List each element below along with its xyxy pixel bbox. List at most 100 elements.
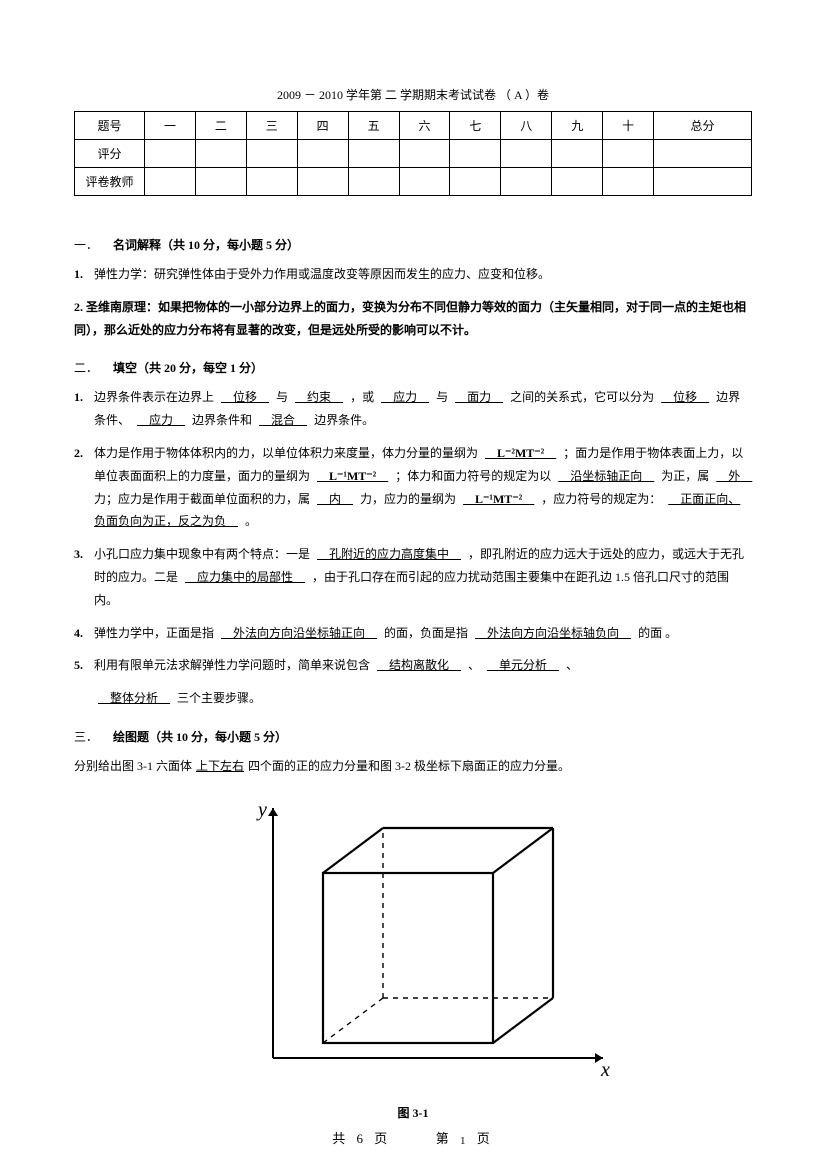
section-3-heading: 三． 绘图题（共 10 分，每小题 5 分）: [74, 728, 752, 745]
t: 力；应力是作用于截面单位面积的力，属: [94, 492, 310, 506]
t: 、: [566, 658, 578, 672]
section-num: 三．: [74, 730, 98, 744]
figure-3-1: y x 图 3-1: [74, 798, 752, 1121]
cell: 五: [348, 112, 399, 140]
q2-4: 4. 弹性力学中，正面是指 外法向方向沿坐标轴正向 的面，负面是指 外法向方向沿…: [74, 622, 752, 645]
t: 为正，属: [661, 469, 709, 483]
cell: 四: [297, 112, 348, 140]
table-row: 题号 一 二 三 四 五 六 七 八 九 十 总分: [75, 112, 752, 140]
blank: 单元分析: [483, 658, 563, 672]
cell: 七: [450, 112, 501, 140]
item-num: 5.: [74, 654, 83, 677]
t: 分别给出图 3-1 六面体: [74, 759, 192, 773]
item-num: 3.: [74, 543, 83, 566]
t: 的面 。: [638, 626, 677, 640]
item-num: 4.: [74, 622, 83, 645]
section-1-heading: 一． 名词解释（共 10 分，每小题 5 分）: [74, 236, 752, 253]
q1-1: 1. 弹性力学：研究弹性体由于受外力作用或温度改变等原因而发生的应力、应变和位移…: [74, 263, 752, 286]
t: 共: [332, 1131, 349, 1146]
t: 体力是作用于物体体积内的力，以单位体积力来度量，体力分量的量纲为: [94, 446, 478, 460]
t: 边界条件表示在边界上: [94, 390, 214, 404]
blank: 沿坐标轴正向: [554, 469, 658, 483]
page-footer: 共 6 页 第 1 页: [0, 1128, 826, 1147]
t: 之间的关系式，它可以分为: [510, 390, 654, 404]
t: 页: [374, 1131, 391, 1146]
blank: 位移: [217, 390, 273, 404]
blank: 外: [712, 469, 756, 483]
q1-2: 2. 圣维南原理：如果把物体的一小部分边界上的面力，变换为分布不同但静力等效的面…: [74, 296, 752, 342]
t: 三个主要步骤。: [177, 691, 261, 705]
blank: 应力集中的局部性: [181, 570, 309, 584]
cell: 一: [145, 112, 196, 140]
t: 小孔口应力集中现象中有两个特点：一是: [94, 547, 310, 561]
blank: L⁻²MT⁻²: [481, 446, 560, 460]
q2-3: 3. 小孔口应力集中现象中有两个特点：一是 孔附近的应力高度集中 ，即孔附近的应…: [74, 543, 752, 611]
cell: 九: [552, 112, 603, 140]
section-2-heading: 二． 填空（共 20 分，每空 1 分）: [74, 359, 752, 376]
y-axis-label: y: [256, 799, 267, 821]
blank: 应力: [377, 390, 433, 404]
u: 上下左右: [192, 759, 248, 773]
t: 第: [436, 1131, 453, 1146]
blank: 混合: [255, 413, 311, 427]
t: 四个面的正的应力分量和图 3-2 极坐标下扇面正的应力分量。: [248, 759, 570, 773]
blank: L⁻¹MT⁻²: [459, 492, 538, 506]
cell-label: 评卷教师: [75, 168, 145, 196]
item-num: 1.: [74, 386, 83, 409]
t: 的面，负面是指: [384, 626, 468, 640]
blank: L⁻¹MT⁻²: [313, 469, 392, 483]
t: 、: [468, 658, 480, 672]
t: 力，应力的量纲为: [360, 492, 456, 506]
t: ，或: [350, 390, 374, 404]
section-num: 二．: [74, 361, 98, 375]
item-text: 2. 圣维南原理：如果把物体的一小部分边界上的面力，变换为分布不同但静力等效的面…: [74, 300, 746, 337]
cell-label: 评分: [75, 140, 145, 168]
blank: 外法向方向沿坐标轴正向: [217, 626, 381, 640]
q2-5: 5. 利用有限单元法求解弹性力学问题时，简单来说包含 结构离散化 、 单元分析 …: [74, 654, 752, 677]
item-num: 2.: [74, 442, 83, 465]
exam-title: 2009 － 2010 学年第 二 学期期末考试试卷 （ A ）卷: [74, 86, 752, 103]
blank: 外法向方向沿坐标轴负向: [471, 626, 635, 640]
blank: 面力: [451, 390, 507, 404]
blank: 整体分析: [94, 691, 174, 705]
cell: 八: [501, 112, 552, 140]
section-title: 名词解释（共 10 分，每小题 5 分）: [113, 238, 299, 252]
section-num: 一．: [74, 238, 98, 252]
t: ，应力符号的规定为：: [541, 492, 661, 506]
t: 边界条件和: [192, 413, 252, 427]
t: 页: [477, 1131, 494, 1146]
t: 边界条件。: [314, 413, 374, 427]
t: 利用有限单元法求解弹性力学问题时，简单来说包含: [94, 658, 370, 672]
t: 与: [436, 390, 448, 404]
item-num: 1.: [74, 263, 83, 286]
score-table: 题号 一 二 三 四 五 六 七 八 九 十 总分 评分 评卷教师: [74, 111, 752, 196]
blank: 约束: [291, 390, 347, 404]
q2-1: 1. 边界条件表示在边界上 位移 与 约束 ，或 应力 与 面力 之间的关系式，…: [74, 386, 752, 432]
item-text: 弹性力学：研究弹性体由于受外力作用或温度改变等原因而发生的应力、应变和位移。: [94, 267, 550, 281]
cell: 二: [195, 112, 246, 140]
cell-label: 题号: [75, 112, 145, 140]
section-title: 填空（共 20 分，每空 1 分）: [113, 361, 263, 375]
t: 与: [276, 390, 288, 404]
total-pages: 6: [356, 1131, 367, 1146]
table-row: 评卷教师: [75, 168, 752, 196]
q2-5b: 整体分析 三个主要步骤。: [74, 687, 752, 710]
blank: 孔附近的应力高度集中: [313, 547, 465, 561]
blank: 位移: [657, 390, 713, 404]
cell: 三: [246, 112, 297, 140]
current-page: 1: [460, 1135, 470, 1147]
t: 。: [245, 514, 257, 528]
cell: 总分: [654, 112, 752, 140]
cube-diagram-icon: y x: [203, 798, 623, 1088]
blank: 应力: [133, 413, 189, 427]
figure-caption: 图 3-1: [74, 1104, 752, 1121]
table-row: 评分: [75, 140, 752, 168]
x-axis-label: x: [600, 1059, 610, 1081]
q3-text: 分别给出图 3-1 六面体上下左右四个面的正的应力分量和图 3-2 极坐标下扇面…: [74, 755, 752, 778]
t: ；体力和面力符号的规定为以: [395, 469, 551, 483]
t: 弹性力学中，正面是指: [94, 626, 214, 640]
cell: 六: [399, 112, 450, 140]
blank: 结构离散化: [373, 658, 465, 672]
section-title: 绘图题（共 10 分，每小题 5 分）: [113, 730, 287, 744]
q2-2: 2. 体力是作用于物体体积内的力，以单位体积力来度量，体力分量的量纲为 L⁻²M…: [74, 442, 752, 533]
